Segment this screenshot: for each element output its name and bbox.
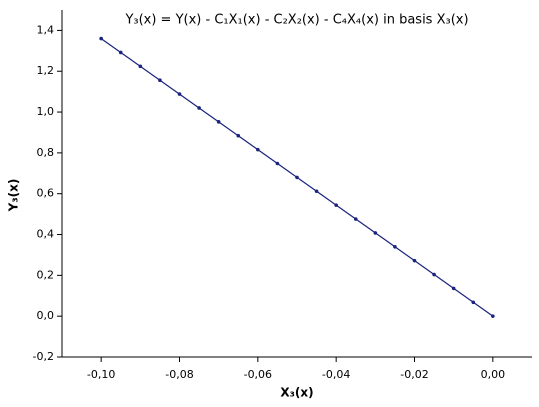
x-tick-label: 0,00	[481, 368, 506, 381]
data-point	[177, 92, 182, 96]
data-point	[491, 314, 495, 318]
x-tick-label: -0,02	[400, 368, 428, 381]
data-point	[314, 189, 319, 194]
data-point	[334, 203, 338, 207]
y-tick-label: 0,2	[37, 268, 55, 281]
x-tick-label: -0,10	[87, 368, 115, 381]
data-point	[256, 147, 260, 152]
x-axis-label: X₃(x)	[280, 386, 313, 400]
data-point	[216, 120, 221, 124]
y-tick-label: 0,0	[37, 309, 55, 322]
data-point	[158, 78, 162, 83]
y-axis-label: Y₃(x)	[7, 179, 21, 213]
data-point	[471, 300, 476, 305]
data-point	[353, 217, 358, 221]
x-tick-label: -0,08	[165, 368, 193, 381]
data-point	[236, 133, 241, 138]
data-point	[118, 50, 123, 55]
data-point	[99, 36, 103, 41]
data-point	[432, 272, 436, 277]
data-point	[138, 64, 143, 69]
data-point	[197, 106, 201, 110]
x-tick-label: -0,06	[244, 368, 272, 381]
y-tick-label: 0,8	[37, 146, 55, 159]
y-tick-label: 0,6	[37, 187, 55, 200]
y-tick-label: 1,2	[37, 64, 55, 77]
chart-title: Y₃(x) = Y(x) - C₁X₁(x) - C₂X₂(x) - C₄X₄(…	[124, 13, 468, 28]
data-point	[393, 244, 397, 249]
y-tick-label: 1,4	[37, 23, 55, 36]
data-point	[451, 286, 456, 291]
data-point	[412, 258, 417, 263]
x-tick-label: -0,04	[322, 368, 350, 381]
y-tick-label: -0,2	[33, 350, 54, 363]
data-point	[373, 231, 378, 235]
data-point	[275, 161, 280, 166]
y-tick-label: 1,0	[37, 105, 55, 118]
data-point	[295, 175, 299, 180]
y-tick-label: 0,4	[37, 228, 55, 241]
